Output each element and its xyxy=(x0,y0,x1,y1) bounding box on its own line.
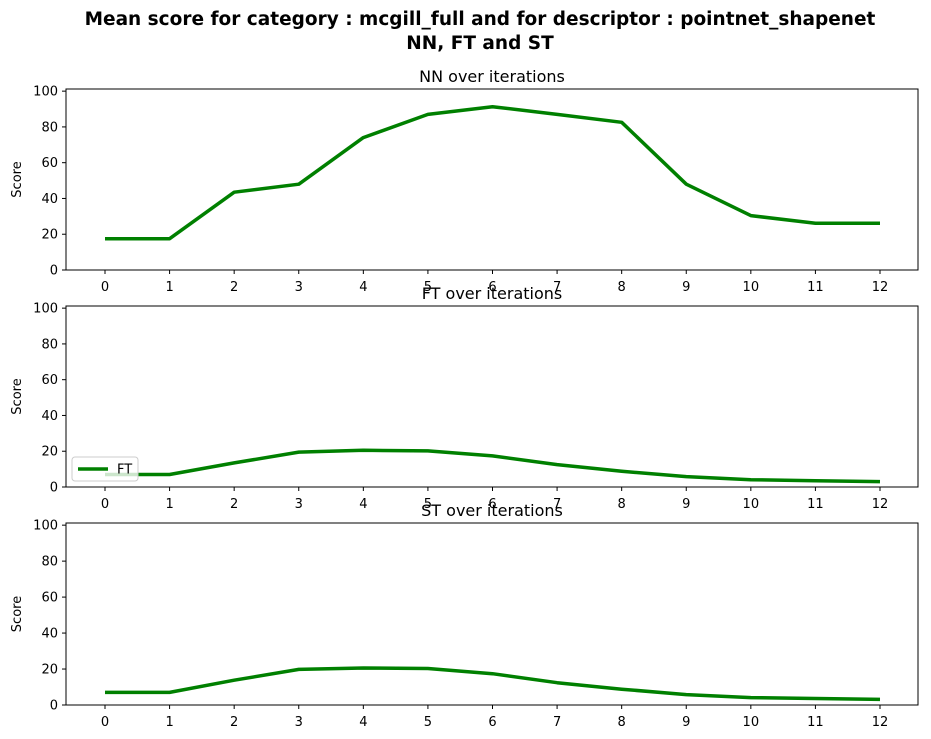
x-tick-label: 10 xyxy=(743,280,760,295)
y-tick-label: 20 xyxy=(41,228,58,243)
y-tick-label: 80 xyxy=(41,555,58,570)
x-tick-label: 11 xyxy=(807,715,824,730)
axes-title: ST over iterations xyxy=(421,501,563,520)
x-tick-label: 6 xyxy=(488,280,496,295)
y-tick-label: 100 xyxy=(33,85,58,100)
y-tick-label: 80 xyxy=(41,337,58,352)
x-tick-label: 9 xyxy=(682,497,690,512)
x-tick-label: 0 xyxy=(101,497,109,512)
series-line xyxy=(105,448,881,484)
legend-label: FT xyxy=(117,463,132,478)
y-tick-label: 60 xyxy=(41,373,58,388)
figure-title-line2: NN, FT and ST xyxy=(406,33,554,54)
x-tick-label: 12 xyxy=(872,497,889,512)
x-tick-label: 1 xyxy=(165,280,173,295)
y-tick-label: 0 xyxy=(50,699,58,714)
x-tick-label: 10 xyxy=(743,497,760,512)
x-tick-label: 11 xyxy=(807,497,824,512)
x-tick-label: 8 xyxy=(618,715,626,730)
x-tick-label: 1 xyxy=(165,715,173,730)
y-tick-label: 80 xyxy=(41,120,58,135)
x-tick-label: 8 xyxy=(618,280,626,295)
y-tick-label: 40 xyxy=(41,409,58,424)
axes-title: FT over iterations xyxy=(422,284,562,303)
y-axis-label: Score xyxy=(10,596,25,632)
y-tick-label: 0 xyxy=(50,264,58,279)
axes-frame xyxy=(65,88,919,271)
x-tick-label: 12 xyxy=(872,715,889,730)
x-tick-label: 1 xyxy=(165,497,173,512)
x-tick-label: 0 xyxy=(101,280,109,295)
y-tick-label: 40 xyxy=(41,627,58,642)
x-tick-label: 3 xyxy=(295,715,303,730)
y-tick-label: 20 xyxy=(41,445,58,460)
x-tick-label: 7 xyxy=(553,497,561,512)
axes-frame xyxy=(65,522,919,706)
x-tick-label: 4 xyxy=(359,715,367,730)
x-tick-label: 10 xyxy=(743,715,760,730)
figure-title-line1: Mean score for category : mcgill_full an… xyxy=(85,9,876,30)
x-tick-label: 2 xyxy=(230,280,238,295)
x-tick-label: 5 xyxy=(424,497,432,512)
x-tick-label: 7 xyxy=(553,280,561,295)
x-tick-label: 9 xyxy=(682,715,690,730)
y-tick-label: 0 xyxy=(50,481,58,496)
x-tick-label: 7 xyxy=(553,715,561,730)
x-tick-label: 8 xyxy=(618,497,626,512)
x-tick-label: 2 xyxy=(230,497,238,512)
x-tick-label: 0 xyxy=(101,715,109,730)
series-line xyxy=(105,104,880,241)
legend: FT xyxy=(71,456,139,482)
x-tick-label: 6 xyxy=(488,497,496,512)
y-tick-label: 60 xyxy=(41,591,58,606)
x-tick-label: 5 xyxy=(424,715,432,730)
y-tick-label: 40 xyxy=(41,192,58,207)
x-tick-label: 3 xyxy=(295,497,303,512)
y-tick-label: 60 xyxy=(41,156,58,171)
x-tick-label: 11 xyxy=(807,280,824,295)
x-tick-label: 4 xyxy=(359,497,367,512)
y-tick-label: 100 xyxy=(33,302,58,317)
x-tick-label: 9 xyxy=(682,280,690,295)
y-axis-label: Score xyxy=(10,161,25,197)
axes-frame xyxy=(65,305,919,488)
x-tick-label: 3 xyxy=(295,280,303,295)
y-tick-label: 20 xyxy=(41,663,58,678)
y-axis-label: Score xyxy=(10,378,25,414)
series-line xyxy=(105,666,881,702)
axes-title: NN over iterations xyxy=(419,67,565,86)
x-tick-label: 6 xyxy=(488,715,496,730)
x-tick-label: 5 xyxy=(424,280,432,295)
x-tick-label: 4 xyxy=(359,280,367,295)
y-tick-label: 100 xyxy=(33,519,58,534)
x-tick-label: 12 xyxy=(872,280,889,295)
x-tick-label: 2 xyxy=(230,715,238,730)
